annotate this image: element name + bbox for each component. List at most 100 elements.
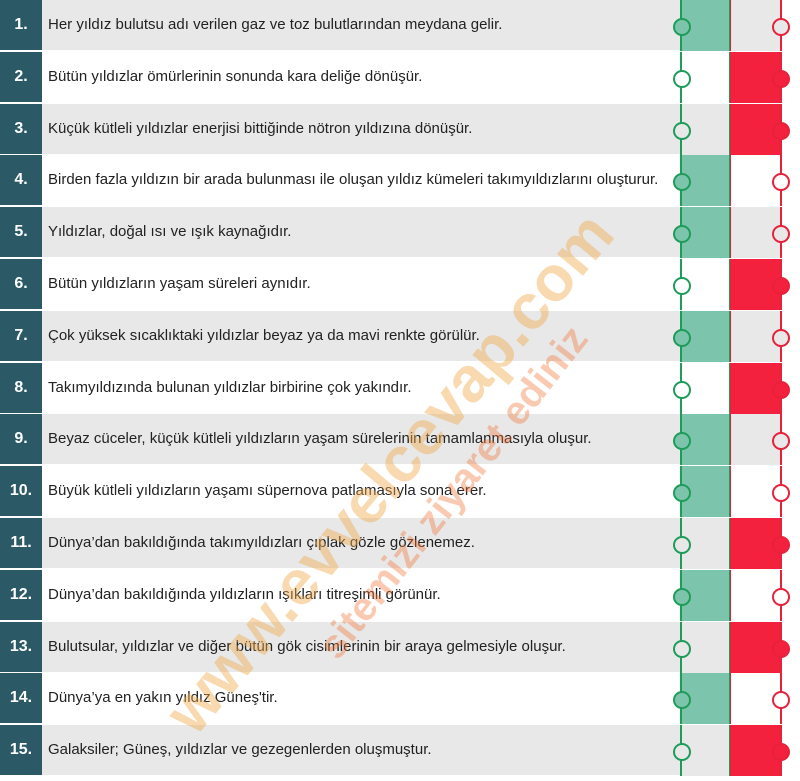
true-puzzle-piece[interactable] <box>673 362 730 414</box>
puzzle-tab <box>772 328 790 347</box>
puzzle-tab <box>673 18 691 36</box>
statement-text: Dünya’dan bakıldığında takımyıldızları ç… <box>48 534 475 551</box>
puzzle-tab <box>772 484 790 503</box>
puzzle-tab <box>673 121 691 140</box>
puzzle-tab <box>772 691 790 710</box>
puzzle-tab <box>772 69 790 88</box>
statement-number: 9. <box>0 414 42 465</box>
puzzle-tab <box>772 432 790 451</box>
statement-row: 11. Dünya’dan bakıldığında takımyıldızla… <box>0 518 800 569</box>
true-puzzle-piece[interactable] <box>673 207 730 259</box>
false-puzzle-piece[interactable] <box>730 103 790 155</box>
puzzle-tab <box>673 484 691 503</box>
statement-row: 2. Bütün yıldızlar ömürlerinin sonunda k… <box>0 51 800 103</box>
false-puzzle-piece[interactable] <box>730 466 790 518</box>
statement-text: Birden fazla yıldızın bir arada bulunmas… <box>48 171 659 189</box>
puzzle-tab <box>673 743 691 762</box>
puzzle-tab <box>673 225 691 244</box>
true-puzzle-piece[interactable] <box>673 621 730 673</box>
puzzle-tab <box>673 69 691 88</box>
true-puzzle-piece[interactable] <box>673 103 730 155</box>
statement-row: 13. Bulutsular, yıldızlar ve diğer bütün… <box>0 621 800 673</box>
statement-number: 11. <box>0 518 42 568</box>
false-puzzle-piece[interactable] <box>730 259 790 310</box>
false-puzzle-piece[interactable] <box>730 310 790 362</box>
puzzle-tab <box>772 173 790 192</box>
statement-row: 3. Küçük kütleli yıldızlar enerjisi bitt… <box>0 103 800 155</box>
statement-row: 15. Galaksiler; Güneş, yıldızlar ve geze… <box>0 725 800 777</box>
row-background <box>42 207 682 258</box>
true-puzzle-piece[interactable] <box>673 725 730 777</box>
statement-number: 5. <box>0 207 42 258</box>
puzzle-tab <box>772 18 790 36</box>
false-puzzle-piece[interactable] <box>730 621 790 673</box>
false-puzzle-piece[interactable] <box>730 673 790 725</box>
statement-row: 14. Dünya’ya en yakın yıldız Güneş'tir. <box>0 673 800 725</box>
false-puzzle-piece[interactable] <box>730 362 790 414</box>
false-puzzle-piece[interactable] <box>730 725 790 777</box>
statement-row: 12. Dünya’dan bakıldığında yıldızların ı… <box>0 569 800 621</box>
statement-text: Büyük kütleli yıldızların yaşamı süperno… <box>48 482 487 500</box>
false-puzzle-piece[interactable] <box>730 155 790 207</box>
puzzle-tab <box>673 380 691 399</box>
statement-text: Her yıldız bulutsu adı verilen gaz ve to… <box>48 16 503 33</box>
row-background <box>42 518 682 568</box>
statement-row: 1. Her yıldız bulutsu adı verilen gaz ve… <box>0 0 800 51</box>
puzzle-tab <box>673 277 691 295</box>
statement-text: Küçük kütleli yıldızlar enerjisi bittiği… <box>48 119 473 137</box>
true-puzzle-piece[interactable] <box>673 310 730 362</box>
puzzle-tab <box>772 380 790 399</box>
statement-number: 15. <box>0 725 42 776</box>
row-background <box>42 103 682 154</box>
false-puzzle-piece[interactable] <box>730 51 790 103</box>
statement-text: Dünya’dan bakıldığında yıldızların ışıkl… <box>48 585 441 603</box>
row-background <box>42 310 682 361</box>
statement-text: Beyaz cüceler, küçük kütleli yıldızların… <box>48 430 592 448</box>
puzzle-tab <box>673 691 691 710</box>
statement-number: 2. <box>0 51 42 102</box>
false-puzzle-piece[interactable] <box>730 518 790 569</box>
statement-row: 6. Bütün yıldızların yaşam süreleri aynı… <box>0 259 800 310</box>
statement-number: 14. <box>0 673 42 724</box>
statement-text: Bütün yıldızların yaşam süreleri aynıdır… <box>48 275 311 292</box>
false-puzzle-piece[interactable] <box>730 0 790 51</box>
true-puzzle-piece[interactable] <box>673 155 730 207</box>
puzzle-tab <box>772 639 790 658</box>
statement-number: 3. <box>0 103 42 154</box>
statement-number: 8. <box>0 362 42 413</box>
puzzle-tab <box>772 536 790 554</box>
statement-row: 9. Beyaz cüceler, küçük kütleli yıldızla… <box>0 414 800 466</box>
puzzle-tab <box>673 173 691 192</box>
statement-text: Bulutsular, yıldızlar ve diğer bütün gök… <box>48 637 566 655</box>
puzzle-tab <box>772 225 790 244</box>
puzzle-tab <box>673 536 691 554</box>
statement-text: Bütün yıldızlar ömürlerinin sonunda kara… <box>48 67 423 85</box>
puzzle-tab <box>772 277 790 295</box>
statement-text: Çok yüksek sıcaklıktaki yıldızlar beyaz … <box>48 326 480 344</box>
statement-row: 5. Yıldızlar, doğal ısı ve ışık kaynağıd… <box>0 207 800 259</box>
puzzle-tab <box>673 328 691 347</box>
statement-text: Galaksiler; Güneş, yıldızlar ve gezegenl… <box>48 741 432 759</box>
statement-text: Dünya’ya en yakın yıldız Güneş'tir. <box>48 689 278 707</box>
puzzle-tab <box>673 639 691 658</box>
true-puzzle-piece[interactable] <box>673 673 730 725</box>
true-puzzle-piece[interactable] <box>673 259 730 310</box>
row-background <box>42 621 682 672</box>
true-puzzle-piece[interactable] <box>673 414 730 466</box>
puzzle-tab <box>772 121 790 140</box>
true-puzzle-piece[interactable] <box>673 518 730 569</box>
statement-row: 10. Büyük kütleli yıldızların yaşamı süp… <box>0 466 800 518</box>
row-background <box>42 414 682 465</box>
true-puzzle-piece[interactable] <box>673 51 730 103</box>
statement-number: 7. <box>0 310 42 361</box>
statement-text: Yıldızlar, doğal ısı ve ışık kaynağıdır. <box>48 223 292 241</box>
true-puzzle-piece[interactable] <box>673 466 730 518</box>
statement-row: 4. Birden fazla yıldızın bir arada bulun… <box>0 155 800 207</box>
false-puzzle-piece[interactable] <box>730 569 790 621</box>
statement-number: 12. <box>0 569 42 620</box>
true-puzzle-piece[interactable] <box>673 569 730 621</box>
true-puzzle-piece[interactable] <box>673 0 730 51</box>
false-puzzle-piece[interactable] <box>730 414 790 466</box>
false-puzzle-piece[interactable] <box>730 207 790 259</box>
puzzle-tab <box>772 587 790 606</box>
